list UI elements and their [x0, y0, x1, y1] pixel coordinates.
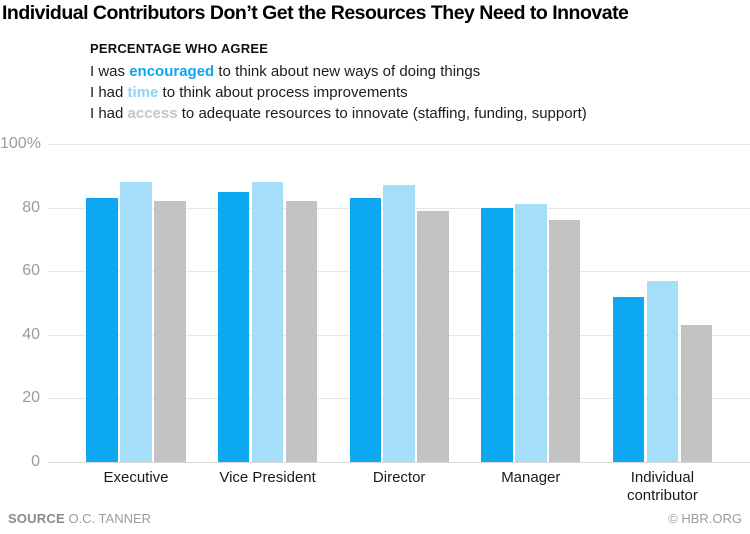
- y-tick-label: 40: [22, 325, 40, 343]
- bar-time: [120, 182, 152, 462]
- y-tick-label: 100%: [0, 135, 41, 152]
- gridline: [48, 462, 750, 463]
- x-category-label: Director: [372, 469, 426, 486]
- legend-item-time: I had time to think about process improv…: [90, 82, 710, 103]
- legend-text: I had: [90, 84, 128, 101]
- bar-access: [417, 210, 449, 462]
- bar-time: [383, 185, 415, 462]
- legend-text: to think about process improvements: [158, 84, 408, 101]
- bar-encouraged: [349, 198, 382, 462]
- bar-access: [154, 201, 186, 462]
- chart-legend: PERCENTAGE WHO AGREE I was encouraged to…: [90, 41, 710, 124]
- y-tick-label: 80: [22, 198, 40, 216]
- legend-item-access: I had access to adequate resources to in…: [90, 103, 710, 124]
- plot-area: [48, 144, 750, 463]
- bar-time: [646, 280, 679, 462]
- bar-access: [285, 201, 318, 462]
- bar-time: [515, 204, 547, 462]
- y-tick-label: 60: [22, 262, 40, 280]
- legend-text: to adequate resources to innovate (staff…: [177, 105, 587, 122]
- legend-text: I was: [90, 63, 130, 80]
- legend-text: I had: [90, 105, 128, 122]
- legend-heading: PERCENTAGE WHO AGREE: [90, 41, 269, 56]
- y-axis: 100% 80 60 40 20 0: [0, 135, 41, 470]
- bar-access: [548, 220, 581, 462]
- legend-key-time: time: [127, 84, 159, 101]
- chart-title: Individual Contributors Don’t Get the Re…: [2, 2, 629, 24]
- source-note: SOURCE O.C. TANNER: [8, 511, 151, 526]
- legend-key-access: access: [127, 105, 178, 122]
- x-category-label: Executive: [103, 469, 169, 486]
- gridline: [48, 144, 750, 145]
- bar-encouraged: [86, 198, 118, 462]
- y-tick-label: 0: [31, 453, 40, 470]
- x-category-label: Vice President: [219, 469, 316, 486]
- hbr-credit: © HBR.ORG: [668, 511, 742, 526]
- x-category-label: Manager: [501, 469, 561, 486]
- x-category-label: Individual contributor: [626, 469, 698, 504]
- legend-item-encouraged: I was encouraged to think about new ways…: [90, 61, 710, 82]
- bar-encouraged: [481, 207, 513, 462]
- source-value: O.C. TANNER: [68, 511, 152, 526]
- bar-time: [251, 182, 284, 462]
- x-axis: Executive Vice President Director Manager In…: [48, 469, 750, 509]
- bar-access: [680, 325, 713, 462]
- legend-text: to think about new ways of doing things: [214, 63, 481, 80]
- y-tick-label: 20: [22, 389, 40, 407]
- source-label: SOURCE: [8, 511, 65, 526]
- bar-encouraged: [612, 296, 645, 462]
- legend-key-encouraged: encouraged: [129, 63, 215, 80]
- bar-encouraged: [217, 191, 250, 462]
